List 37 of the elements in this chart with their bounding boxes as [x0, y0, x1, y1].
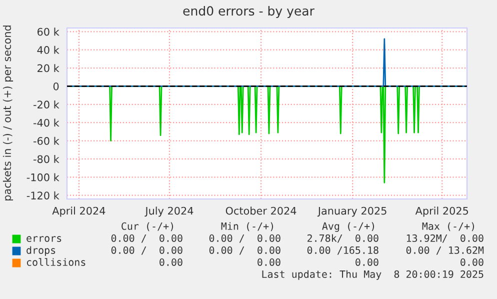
- x-tick-label: January 2025: [317, 206, 386, 217]
- text: 0.00: [356, 258, 378, 266]
- y-tick-label: -80 k: [34, 155, 60, 164]
- y-tick-label: -20 k: [34, 100, 60, 109]
- text: 0.00 / 0.00: [111, 246, 182, 255]
- y-tick-label: -60 k: [34, 136, 60, 145]
- text: Min (-/+): [221, 222, 274, 232]
- x-tick-label: July 2024: [144, 206, 194, 217]
- legend-label: collisions: [26, 258, 86, 266]
- chart-title: end0 errors - by year: [183, 6, 314, 18]
- legend-label: errors: [26, 236, 62, 242]
- text: 0.00: [460, 258, 484, 266]
- legend-label: drops: [26, 246, 56, 256]
- x-tick-label: April 2025: [415, 206, 468, 217]
- x-tick-label: April 2024: [52, 206, 106, 217]
- text: Avg (-/+): [322, 222, 374, 232]
- text: Last update: Thu May 8 20:00:19 2025: [262, 270, 484, 280]
- y-tick-label: -120 k: [26, 191, 60, 200]
- y-tick-label: 20 k: [38, 64, 60, 72]
- text: 0.00 / 0.00: [209, 246, 280, 255]
- text: 13.92M/ 0.00: [406, 234, 484, 243]
- text: 0.00 / 13.62M: [406, 246, 484, 255]
- text: Max (-/+): [422, 222, 474, 232]
- x-tick-label: October 2024: [226, 206, 296, 215]
- y-tick-label: 60 k: [37, 28, 60, 36]
- text: 0.00 / 0.00: [209, 234, 280, 243]
- y-tick-label: -100 k: [26, 173, 60, 182]
- y-tick-label: 40 k: [37, 46, 60, 54]
- text: 0.00: [160, 258, 182, 266]
- text: 0.00 /165.18: [307, 246, 378, 255]
- y-tick-label: 0: [53, 82, 59, 90]
- text: 0.00 / 0.00: [111, 234, 182, 243]
- y-tick-label: -40 k: [34, 118, 60, 127]
- text: 2.78k/ 0.00: [308, 234, 378, 243]
- y-axis-title: packets in (-) / out (+) per second: [2, 26, 14, 200]
- text: Cur (-/+): [122, 222, 174, 232]
- text: 0.00: [258, 258, 280, 266]
